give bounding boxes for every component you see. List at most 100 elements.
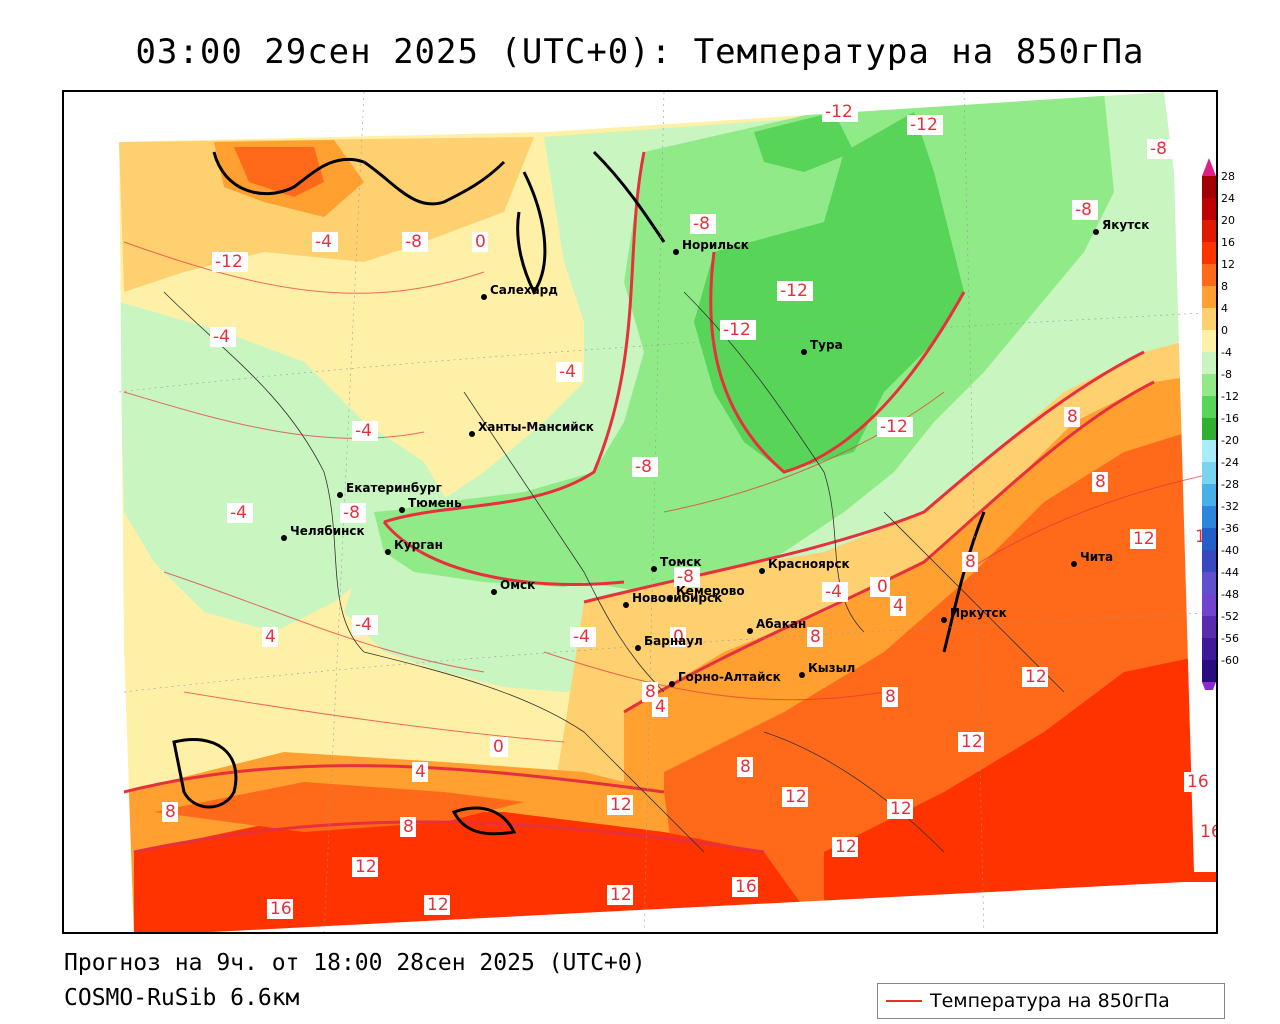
isotherm-label: 12 bbox=[1025, 667, 1047, 687]
scale-swatch bbox=[1202, 264, 1216, 286]
scale-tick-label: 8 bbox=[1221, 280, 1228, 293]
city-dot bbox=[1093, 229, 1099, 235]
isotherm-label: 12 bbox=[355, 857, 377, 877]
isotherm-label-bg bbox=[472, 232, 488, 252]
isotherm-label-bg bbox=[570, 627, 596, 647]
isotherm-label-bg bbox=[777, 281, 813, 301]
isotherm-label-bg bbox=[607, 795, 633, 815]
scale-swatch bbox=[1202, 286, 1216, 308]
isotherm-label: 8 bbox=[740, 757, 751, 777]
city-dot bbox=[635, 645, 641, 651]
isotherm-label-bg bbox=[642, 682, 658, 702]
color-scale-bar: 28 24 20 16 12 8 4 0 -4 -8 -12 -16 -20 -24 -28 -32 -36 -4… bbox=[1202, 158, 1239, 700]
isotherm-label: -8 bbox=[677, 567, 694, 587]
scale-tick-label: -8 bbox=[1221, 368, 1232, 381]
isotherm-label: -12 bbox=[723, 320, 751, 340]
isotherm-label: -12 bbox=[215, 252, 243, 272]
city-dot bbox=[491, 589, 497, 595]
isotherm-label: 16 bbox=[735, 877, 757, 897]
isotherm-label-bg bbox=[352, 857, 378, 877]
isotherm-label: 4 bbox=[265, 627, 276, 647]
isotherm-label: -4 bbox=[559, 362, 576, 382]
city-label: Тура bbox=[810, 338, 843, 352]
field-north-red bbox=[234, 147, 324, 197]
scale-tick-label: -24 bbox=[1221, 456, 1239, 469]
city-label: Тюмень bbox=[408, 496, 462, 510]
isotherm-label-bg bbox=[312, 232, 338, 252]
forecast-info: Прогноз на 9ч. от 18:00 28сен 2025 (UTC+… bbox=[64, 950, 646, 976]
isotherm-label: -4 bbox=[355, 615, 372, 635]
isotherm-label-bg bbox=[907, 115, 943, 135]
isotherm-label-bg bbox=[1064, 407, 1080, 427]
legend: Температура на 850гПа bbox=[877, 983, 1225, 1019]
city-label: Ханты-Мансийск bbox=[478, 420, 594, 434]
scale-swatch bbox=[1202, 462, 1216, 484]
city-label: Чита bbox=[1080, 550, 1113, 564]
scale-swatch bbox=[1202, 594, 1216, 616]
scale-swatch bbox=[1202, 572, 1216, 594]
scale-tick-label: 16 bbox=[1221, 236, 1235, 249]
scale-tick-label: -52 bbox=[1221, 610, 1239, 623]
isotherm-label-bg bbox=[690, 214, 716, 234]
city-label: Норильск bbox=[682, 238, 749, 252]
city-dot bbox=[759, 568, 765, 574]
city-label: Челябинск bbox=[290, 524, 365, 538]
isotherm-label: 12 bbox=[785, 787, 807, 807]
scale-tick-label: 4 bbox=[1221, 302, 1228, 315]
isotherm-label: -12 bbox=[825, 102, 853, 122]
isotherm-label-bg bbox=[887, 799, 913, 819]
scale-top-arrow bbox=[1202, 158, 1216, 176]
isotherm-label-bg bbox=[890, 596, 906, 616]
scale-tick-label: -40 bbox=[1221, 544, 1239, 557]
model-info: COSMO-RuSib 6.6км bbox=[64, 985, 300, 1011]
scale-swatch bbox=[1202, 638, 1216, 660]
isotherm-label: -8 bbox=[405, 232, 422, 252]
scale-swatch bbox=[1202, 352, 1216, 374]
isotherm-label-bg bbox=[424, 895, 450, 915]
chart-title: 03:00 29сен 2025 (UTC+0): Температура на… bbox=[135, 32, 1145, 72]
isotherm-label-bg bbox=[782, 787, 808, 807]
isotherm-label: 8 bbox=[1095, 472, 1106, 492]
legend-label: Температура на 850гПа bbox=[930, 990, 1170, 1012]
isotherm-label-bg bbox=[1092, 472, 1108, 492]
isotherm-label: -4 bbox=[573, 627, 590, 647]
projection-mask-left bbox=[64, 92, 134, 932]
scale-bottom-arrow bbox=[1202, 682, 1216, 700]
temperature-map[interactable]: -12 -12 -8 -8 -8 -12 -12 -12 -4 -4 -4 -8 -4 -4 -8 -8 -4 -… bbox=[62, 90, 1218, 934]
isotherm-label-bg bbox=[737, 757, 753, 777]
scale-tick-label: 28 bbox=[1221, 170, 1235, 183]
isotherm-labels: -12 -12 -8 -8 -8 -12 -12 -12 -4 -4 -4 -8 -4 -4 -8 -8 -4 -… bbox=[162, 102, 1218, 919]
city-dot bbox=[337, 492, 343, 498]
isotherm-label-bg bbox=[1147, 139, 1173, 159]
isotherm-label-bg bbox=[556, 362, 582, 382]
city-label: Якутск bbox=[1102, 218, 1149, 232]
isotherm-label: 4 bbox=[415, 762, 426, 782]
isotherm-label: 12 bbox=[610, 795, 632, 815]
isotherm-label: 16 bbox=[1200, 822, 1218, 842]
isotherm-label: -8 bbox=[1150, 139, 1167, 159]
scale-swatch bbox=[1202, 440, 1216, 462]
isotherm-label: 8 bbox=[645, 682, 656, 702]
isotherm-label-bg bbox=[402, 232, 428, 252]
field-sw-redorange bbox=[154, 782, 524, 832]
isotherm-label: -8 bbox=[1075, 200, 1092, 220]
scale-swatch bbox=[1202, 330, 1216, 352]
scale-tick-label: -44 bbox=[1221, 566, 1239, 579]
city-dot bbox=[481, 294, 487, 300]
isotherm-label: 8 bbox=[403, 817, 414, 837]
isotherm-label: -12 bbox=[780, 281, 808, 301]
isotherm-label-bg bbox=[1022, 667, 1048, 687]
city-label: Кемерово bbox=[676, 584, 745, 598]
city-dot bbox=[385, 549, 391, 555]
isotherm-label: 12 bbox=[961, 732, 983, 752]
scale-swatch bbox=[1202, 374, 1216, 396]
isotherm-label: 8 bbox=[965, 552, 976, 572]
isotherm-label-bg bbox=[162, 802, 178, 822]
scale-swatch bbox=[1202, 660, 1216, 682]
city-dot bbox=[801, 349, 807, 355]
isotherm-label: 16 bbox=[1187, 772, 1209, 792]
isotherm-label: -4 bbox=[213, 327, 230, 347]
city-label: Екатеринбург bbox=[346, 481, 442, 495]
scale-tick-label: -36 bbox=[1221, 522, 1239, 535]
scale-swatch bbox=[1202, 484, 1216, 506]
